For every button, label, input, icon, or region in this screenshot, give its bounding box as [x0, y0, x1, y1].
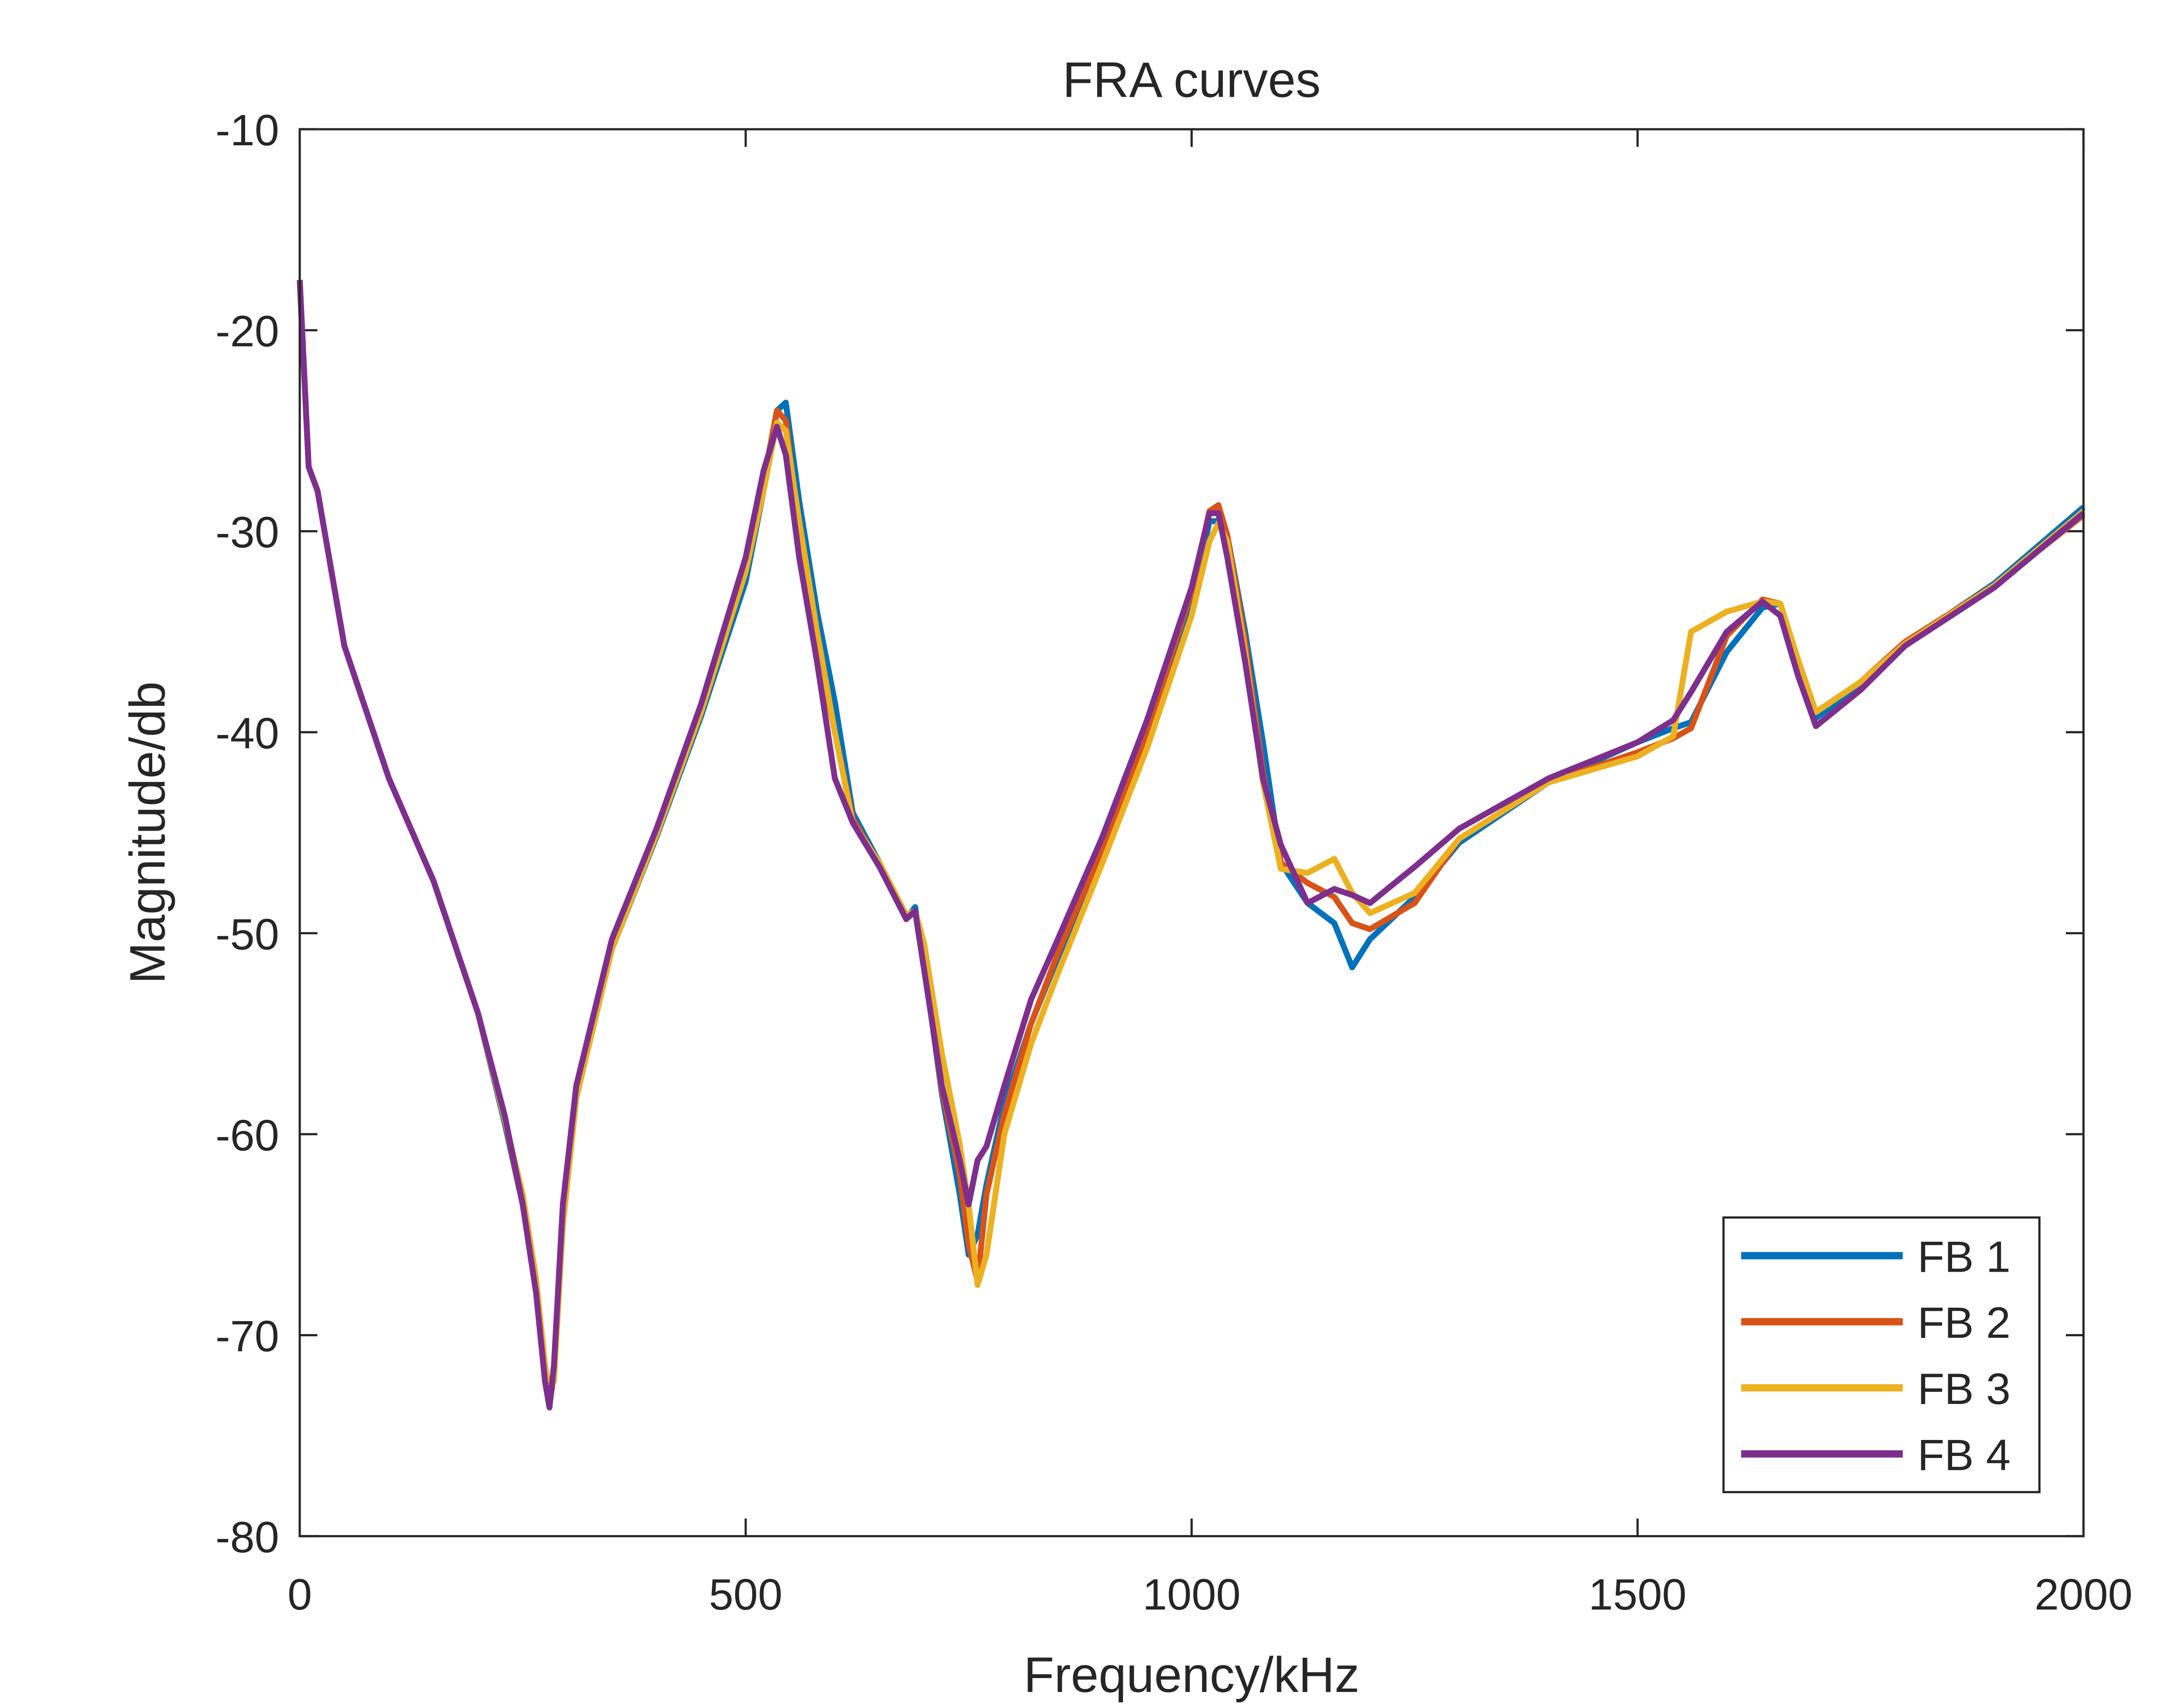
legend-label: FB 2	[1917, 1298, 2011, 1348]
y-tick-label: -30	[216, 507, 279, 557]
x-tick-label: 500	[709, 1570, 783, 1619]
x-tick-label: 1000	[1143, 1570, 1241, 1619]
y-tick-label: -50	[216, 910, 279, 959]
y-tick-label: -60	[216, 1110, 279, 1160]
series-line	[297, 280, 2086, 1411]
x-tick-label: 2000	[2035, 1570, 2133, 1619]
y-tick-label: -80	[216, 1512, 279, 1562]
legend-label: FB 3	[1917, 1364, 2011, 1414]
y-axis-label: Magnitude/db	[120, 681, 175, 984]
y-tick-label: -40	[216, 708, 279, 758]
y-tick-label: -20	[216, 307, 279, 356]
x-axis-label: Frequency/kHz	[1024, 1647, 1360, 1703]
legend-box	[1722, 1216, 2041, 1493]
x-tick-label: 0	[288, 1570, 312, 1619]
chart-title: FRA curves	[1062, 52, 1320, 108]
x-tick-label: 1500	[1589, 1570, 1687, 1619]
legend-label: FB 4	[1917, 1430, 2011, 1479]
y-tick-label: -70	[216, 1312, 279, 1361]
plot-frame	[298, 128, 2085, 1538]
legend-label: FB 1	[1917, 1232, 2011, 1281]
y-tick-label: -10	[216, 105, 279, 155]
